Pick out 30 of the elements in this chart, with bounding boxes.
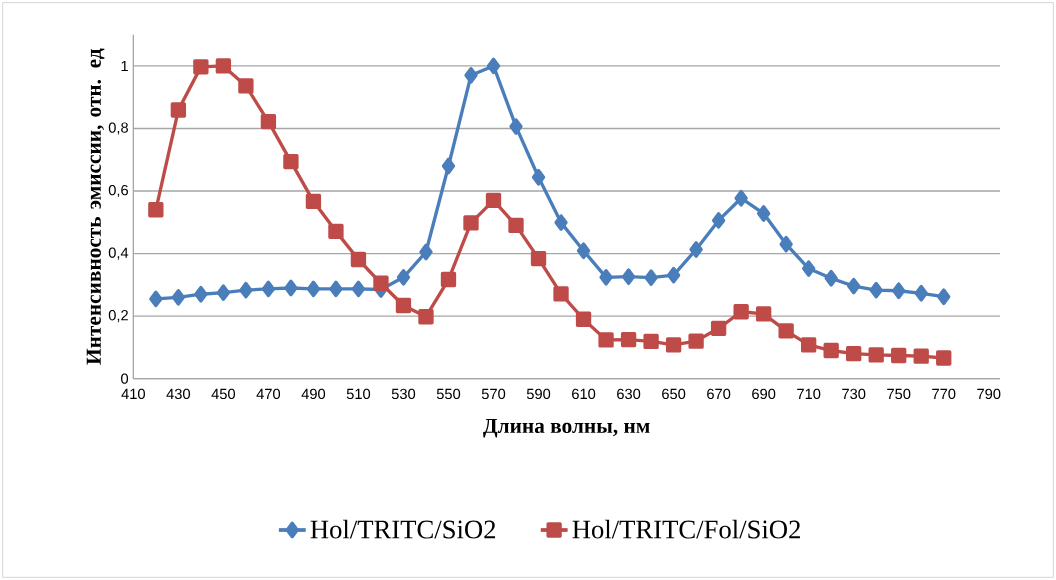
y-axis-title: Интенсивность эмиссии, отн. ед: [86, 48, 105, 365]
x-tick-label: 470: [256, 388, 281, 400]
y-tick-label: 0,4: [108, 247, 129, 260]
x-tick-label: 630: [617, 388, 641, 400]
x-tick-label: 410: [121, 388, 145, 400]
y-tick-label: 1: [121, 60, 128, 71]
x-tick-label: 670: [707, 388, 731, 400]
y-tick-label: 0,2: [108, 310, 128, 323]
x-tick-label: 490: [301, 388, 326, 400]
y-tick-label: 0,6: [108, 184, 128, 198]
x-tick-label: 750: [887, 388, 911, 400]
x-tick-label: 570: [481, 388, 506, 400]
y-tick-label: 0: [121, 373, 129, 384]
x-tick-label: 790: [977, 388, 1001, 400]
x-tick-label: 730: [842, 388, 866, 400]
x-tick-label: 510: [346, 388, 371, 400]
x-axis-title: Длина волны, нм: [483, 418, 650, 438]
x-tick-label: 430: [166, 388, 190, 400]
x-tick-label: 450: [211, 388, 236, 400]
legend-label: Hol/TRITC/SiO2: [310, 519, 496, 539]
x-tick-label: 530: [391, 388, 416, 400]
x-tick-label: 590: [526, 388, 551, 400]
x-tick-label: 690: [752, 388, 776, 400]
x-tick-label: 770: [932, 388, 956, 400]
y-tick-label: 0,8: [108, 122, 128, 135]
x-tick-label: 610: [572, 388, 596, 400]
x-tick-label: 650: [662, 388, 686, 400]
x-tick-label: 710: [797, 388, 821, 400]
x-tick-label: 550: [436, 388, 461, 400]
legend-label: Hol/TRITC/Fol/SiO2: [572, 519, 800, 539]
